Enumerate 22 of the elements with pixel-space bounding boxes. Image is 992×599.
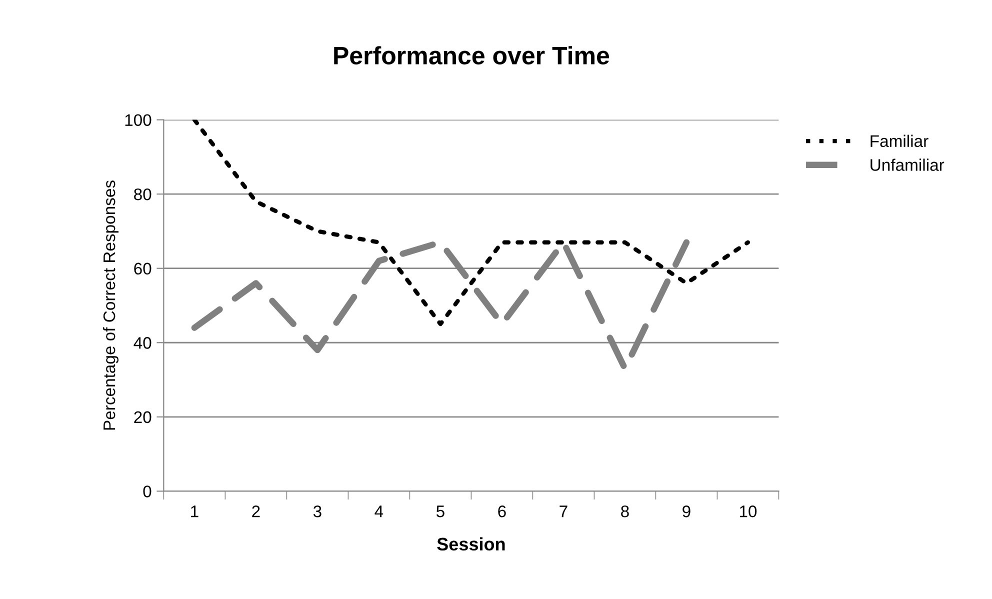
y-tick-label: 80: [134, 188, 152, 200]
y-tick-label: 100: [125, 114, 152, 126]
x-tick-label: 2: [252, 506, 260, 518]
x-tick-label: 8: [621, 506, 629, 518]
y-axis-title: Percentage of Correct Responses: [102, 180, 119, 430]
x-tick-label: 9: [682, 506, 690, 518]
x-axis-title: Session: [437, 537, 505, 551]
y-tick-label: 40: [134, 337, 152, 349]
x-tick-label: 4: [374, 506, 384, 518]
x-tick-label: 6: [498, 506, 506, 518]
x-tick-label: 7: [560, 506, 568, 518]
y-tick-label: 60: [134, 262, 152, 275]
x-tick-label: 5: [436, 506, 444, 518]
y-tick-label: 0: [143, 486, 152, 498]
x-tick-label: 3: [313, 506, 322, 518]
line-series: [192, 120, 750, 326]
legend-label: Familiar: [870, 134, 928, 148]
legend-label: Unfamiliar: [870, 158, 944, 171]
x-tick-label: 10: [740, 506, 757, 518]
x-tick-label: 1: [191, 506, 198, 518]
chart-title: Performance over Time: [334, 46, 610, 64]
y-tick-label: 20: [134, 411, 152, 424]
